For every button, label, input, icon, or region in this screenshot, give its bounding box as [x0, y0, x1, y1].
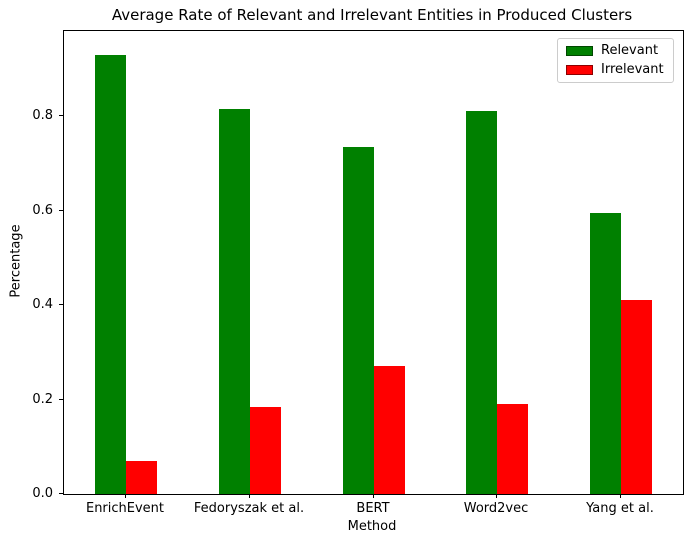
legend-item-relevant: Relevant — [566, 44, 665, 58]
x-tick-label-fedoryszak-et-al: Fedoryszak et al. — [193, 501, 305, 516]
legend-label-irrelevant: Irrelevant — [601, 62, 664, 77]
bar-relevant-enrichevent — [95, 55, 126, 494]
x-tick-label-bert: BERT — [356, 501, 390, 516]
legend-item-irrelevant: Irrelevant — [566, 63, 665, 77]
legend-label-relevant: Relevant — [601, 43, 659, 58]
x-tick-label-yang-et-al: Yang et al. — [586, 501, 654, 516]
y-tick-label-0.6: 0.6 — [32, 203, 53, 218]
bar-irrelevant-bert — [374, 366, 405, 494]
bar-relevant-bert — [343, 147, 374, 494]
bar-irrelevant-word2vec — [497, 404, 528, 494]
y-tick-label-0.2: 0.2 — [32, 392, 53, 407]
y-tick-label-0.4: 0.4 — [32, 297, 53, 312]
legend-swatch-relevant — [566, 46, 593, 56]
y-tick-mark-0.4 — [59, 304, 63, 305]
bar-irrelevant-yang-et-al — [621, 300, 652, 494]
y-axis-label: Percentage — [8, 224, 24, 298]
y-tick-mark-0.0 — [59, 493, 63, 494]
chart-title: Average Rate of Relevant and Irrelevant … — [111, 6, 633, 24]
bar-irrelevant-enrichevent — [126, 461, 157, 494]
x-tick-label-word2vec: Word2vec — [463, 501, 529, 516]
y-tick-label-0.0: 0.0 — [32, 486, 53, 501]
x-tick-mark-fedoryszak-et-al — [249, 494, 250, 498]
x-tick-mark-yang-et-al — [620, 494, 621, 498]
plot-area — [63, 30, 684, 495]
x-tick-mark-bert — [373, 494, 374, 498]
y-tick-mark-0.2 — [59, 399, 63, 400]
bar-relevant-word2vec — [466, 111, 497, 494]
bar-irrelevant-fedoryszak-et-al — [250, 407, 281, 494]
y-tick-mark-0.6 — [59, 210, 63, 211]
bar-relevant-fedoryszak-et-al — [219, 109, 250, 494]
legend-swatch-irrelevant — [566, 65, 593, 75]
x-tick-mark-word2vec — [496, 494, 497, 498]
y-tick-label-0.8: 0.8 — [32, 108, 53, 123]
x-tick-label-enrichevent: EnrichEvent — [85, 501, 165, 516]
x-tick-mark-enrichevent — [125, 494, 126, 498]
bar-relevant-yang-et-al — [590, 213, 621, 494]
legend: Relevant Irrelevant — [557, 38, 674, 83]
x-axis-label: Method — [347, 519, 397, 534]
y-tick-mark-0.8 — [59, 115, 63, 116]
